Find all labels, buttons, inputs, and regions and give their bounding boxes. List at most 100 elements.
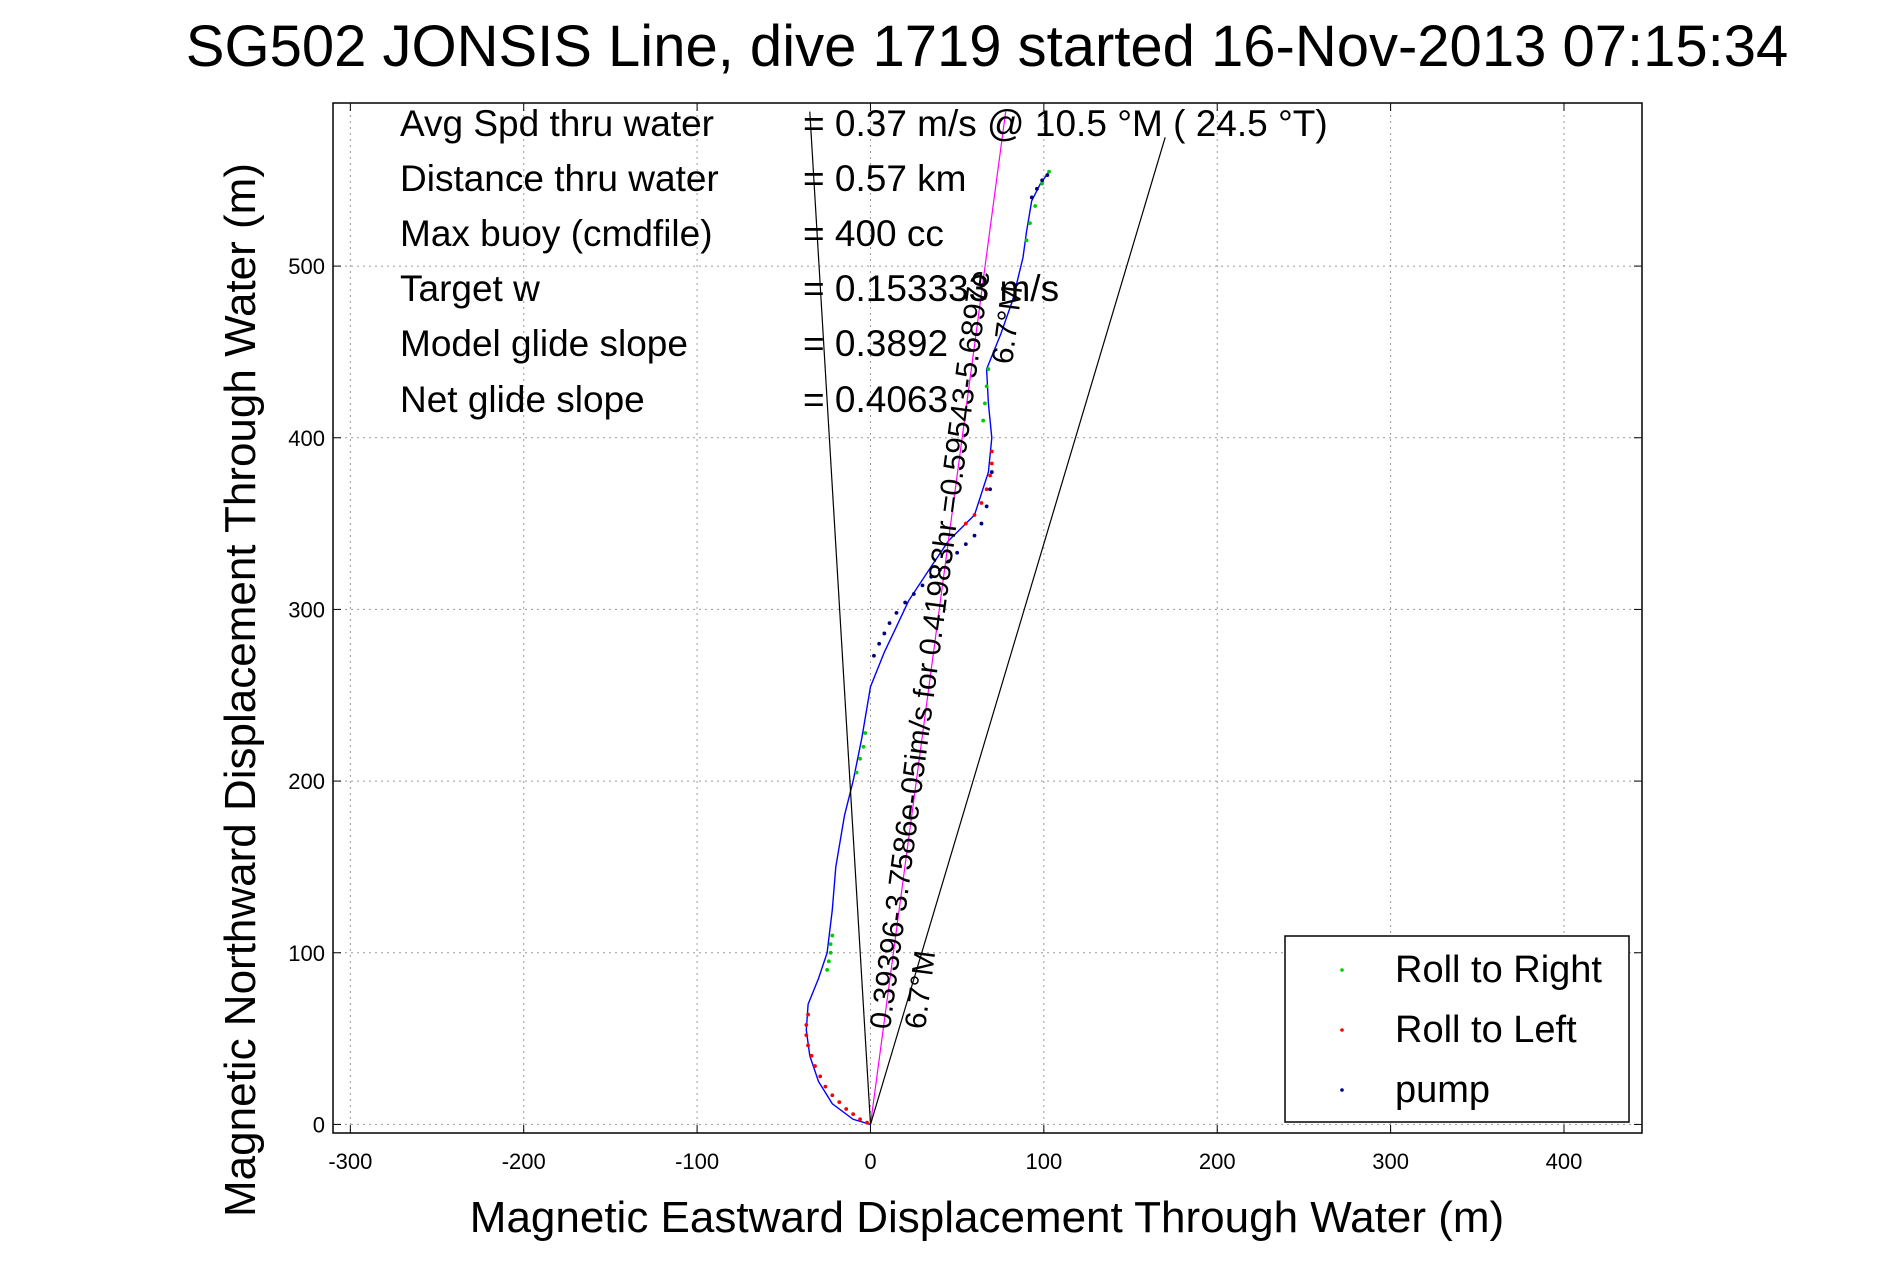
series-point-roll-to-left bbox=[979, 501, 984, 505]
legend-marker bbox=[1340, 1028, 1344, 1032]
dive-info-block: Avg Spd thru water = 0.37 m/s @ 10.5 °M … bbox=[400, 103, 1328, 420]
series-point-roll-to-right bbox=[1047, 169, 1051, 174]
series-point-roll-to-right bbox=[984, 384, 989, 389]
series-point-roll-to-left bbox=[813, 1064, 817, 1068]
y-tick-label: 500 bbox=[288, 254, 325, 279]
series-point-roll-to-left bbox=[989, 461, 994, 466]
series-point-roll-to-left bbox=[804, 1033, 809, 1038]
series-point-roll-to-right bbox=[828, 942, 833, 947]
info-label: Model glide slope bbox=[400, 323, 688, 364]
info-value: = 0.4063 bbox=[803, 379, 948, 420]
series-point-roll-to-left bbox=[988, 473, 993, 478]
series-point-pump bbox=[1029, 195, 1034, 200]
series-point-roll-to-left bbox=[984, 487, 989, 492]
info-label: Target w bbox=[400, 268, 540, 309]
x-tick-label: 0 bbox=[864, 1149, 876, 1174]
series-point-pump bbox=[872, 653, 876, 658]
x-tick-label: -100 bbox=[675, 1149, 719, 1174]
series-point-roll-to-left bbox=[865, 1120, 869, 1125]
series-point-roll-to-right bbox=[854, 770, 859, 775]
legend-label: pump bbox=[1395, 1069, 1490, 1111]
series-point-pump bbox=[989, 470, 994, 474]
info-value: = 0.37 m/s @ 10.5 °M ( 24.5 °T) bbox=[803, 103, 1328, 144]
series-point-roll-to-left bbox=[972, 513, 977, 517]
series-line-heading-line-left bbox=[809, 111, 872, 1125]
series-point-pump bbox=[911, 592, 916, 596]
series-point-pump bbox=[979, 521, 984, 526]
y-tick-label: 100 bbox=[288, 941, 325, 966]
x-tick-label: -200 bbox=[502, 1149, 546, 1174]
series-point-roll-to-left bbox=[989, 449, 994, 454]
series-point-pump bbox=[1035, 186, 1039, 191]
series-point-pump bbox=[984, 504, 989, 509]
series-point-roll-to-left bbox=[858, 1117, 862, 1122]
info-label: Net glide slope bbox=[400, 379, 645, 420]
series-point-roll-to-left bbox=[830, 1093, 835, 1098]
series-point-pump bbox=[1045, 173, 1050, 178]
series-point-pump bbox=[963, 542, 968, 547]
series-point-roll-to-right bbox=[861, 744, 866, 749]
series-point-roll-to-left bbox=[809, 1053, 814, 1058]
series-point-roll-to-right bbox=[986, 367, 991, 371]
series-point-roll-to-right bbox=[830, 933, 835, 938]
series-point-roll-to-left bbox=[804, 1022, 809, 1027]
info-value: = 0.3892 bbox=[803, 323, 948, 364]
series-point-roll-to-right bbox=[1033, 204, 1038, 208]
series-point-roll-to-left bbox=[837, 1100, 842, 1104]
series-point-roll-to-right bbox=[1024, 238, 1029, 243]
x-tick-label: 300 bbox=[1372, 1149, 1409, 1174]
series-point-roll-to-left bbox=[963, 521, 968, 526]
y-axis-label: Magnetic Northward Displacement Through … bbox=[216, 163, 265, 1217]
axis-ticks: -300 -200 -100 0 100 200 300 400 0 100 200 300 400 50… bbox=[288, 103, 1642, 1174]
series-point-pump bbox=[887, 621, 892, 626]
y-tick-label: 0 bbox=[313, 1112, 325, 1137]
series-line-current bbox=[869, 111, 1007, 1125]
x-axis-label: Magnetic Eastward Displacement Through W… bbox=[470, 1193, 1504, 1242]
series-point-pump bbox=[929, 574, 934, 579]
series-point-roll-to-right bbox=[1040, 181, 1045, 186]
series-point-roll-to-left bbox=[806, 1012, 810, 1017]
series-point-roll-to-left bbox=[851, 1112, 856, 1117]
y-tick-label: 400 bbox=[288, 426, 325, 451]
series-point-pump bbox=[946, 559, 951, 564]
series-point-pump bbox=[920, 583, 925, 588]
chart-title: SG502 JONSIS Line, dive 1719 started 16-… bbox=[186, 14, 1788, 79]
series-point-roll-to-right bbox=[982, 401, 987, 406]
legend-label: Roll to Left bbox=[1395, 1009, 1577, 1051]
x-tick-label: 400 bbox=[1546, 1149, 1583, 1174]
series-point-roll-to-right bbox=[826, 959, 831, 964]
legend: Roll to Right Roll to Left pump bbox=[1284, 935, 1630, 1123]
info-label: Distance thru water bbox=[400, 158, 719, 199]
series-point-pump bbox=[882, 631, 887, 636]
series-point-roll-to-left bbox=[823, 1084, 828, 1089]
series-line-heading-line-right bbox=[869, 137, 1166, 1125]
x-tick-label: 200 bbox=[1199, 1149, 1236, 1174]
series-point-roll-to-right bbox=[1028, 221, 1032, 226]
legend-label: Roll to Right bbox=[1395, 949, 1602, 991]
info-value: = 400 cc bbox=[803, 213, 944, 254]
series-point-pump bbox=[903, 600, 908, 605]
series-point-roll-to-right bbox=[981, 418, 986, 423]
info-label: Avg Spd thru water bbox=[400, 103, 714, 144]
y-tick-label: 200 bbox=[288, 769, 325, 794]
series-point-roll-to-left bbox=[818, 1074, 823, 1079]
y-tick-label: 300 bbox=[288, 597, 325, 622]
series-point-roll-to-left bbox=[844, 1107, 849, 1111]
series-point-pump bbox=[988, 487, 993, 492]
series-point-roll-to-right bbox=[863, 731, 868, 735]
series-point-roll-to-right bbox=[825, 968, 830, 972]
legend-marker bbox=[1340, 968, 1344, 972]
series-point-pump bbox=[894, 610, 899, 615]
series-point-roll-to-right bbox=[828, 950, 833, 955]
x-tick-label: 100 bbox=[1025, 1149, 1062, 1174]
legend-marker bbox=[1340, 1088, 1344, 1092]
info-label: Max buoy (cmdfile) bbox=[400, 213, 713, 254]
x-tick-label: -300 bbox=[328, 1149, 372, 1174]
info-value: = 0.153333 m/s bbox=[803, 268, 1059, 309]
info-value: = 0.57 km bbox=[803, 158, 967, 199]
series-point-roll-to-left bbox=[806, 1043, 810, 1048]
series-point-pump bbox=[1040, 178, 1045, 183]
series-point-roll-to-right bbox=[858, 756, 862, 761]
series-point-pump bbox=[877, 641, 882, 646]
